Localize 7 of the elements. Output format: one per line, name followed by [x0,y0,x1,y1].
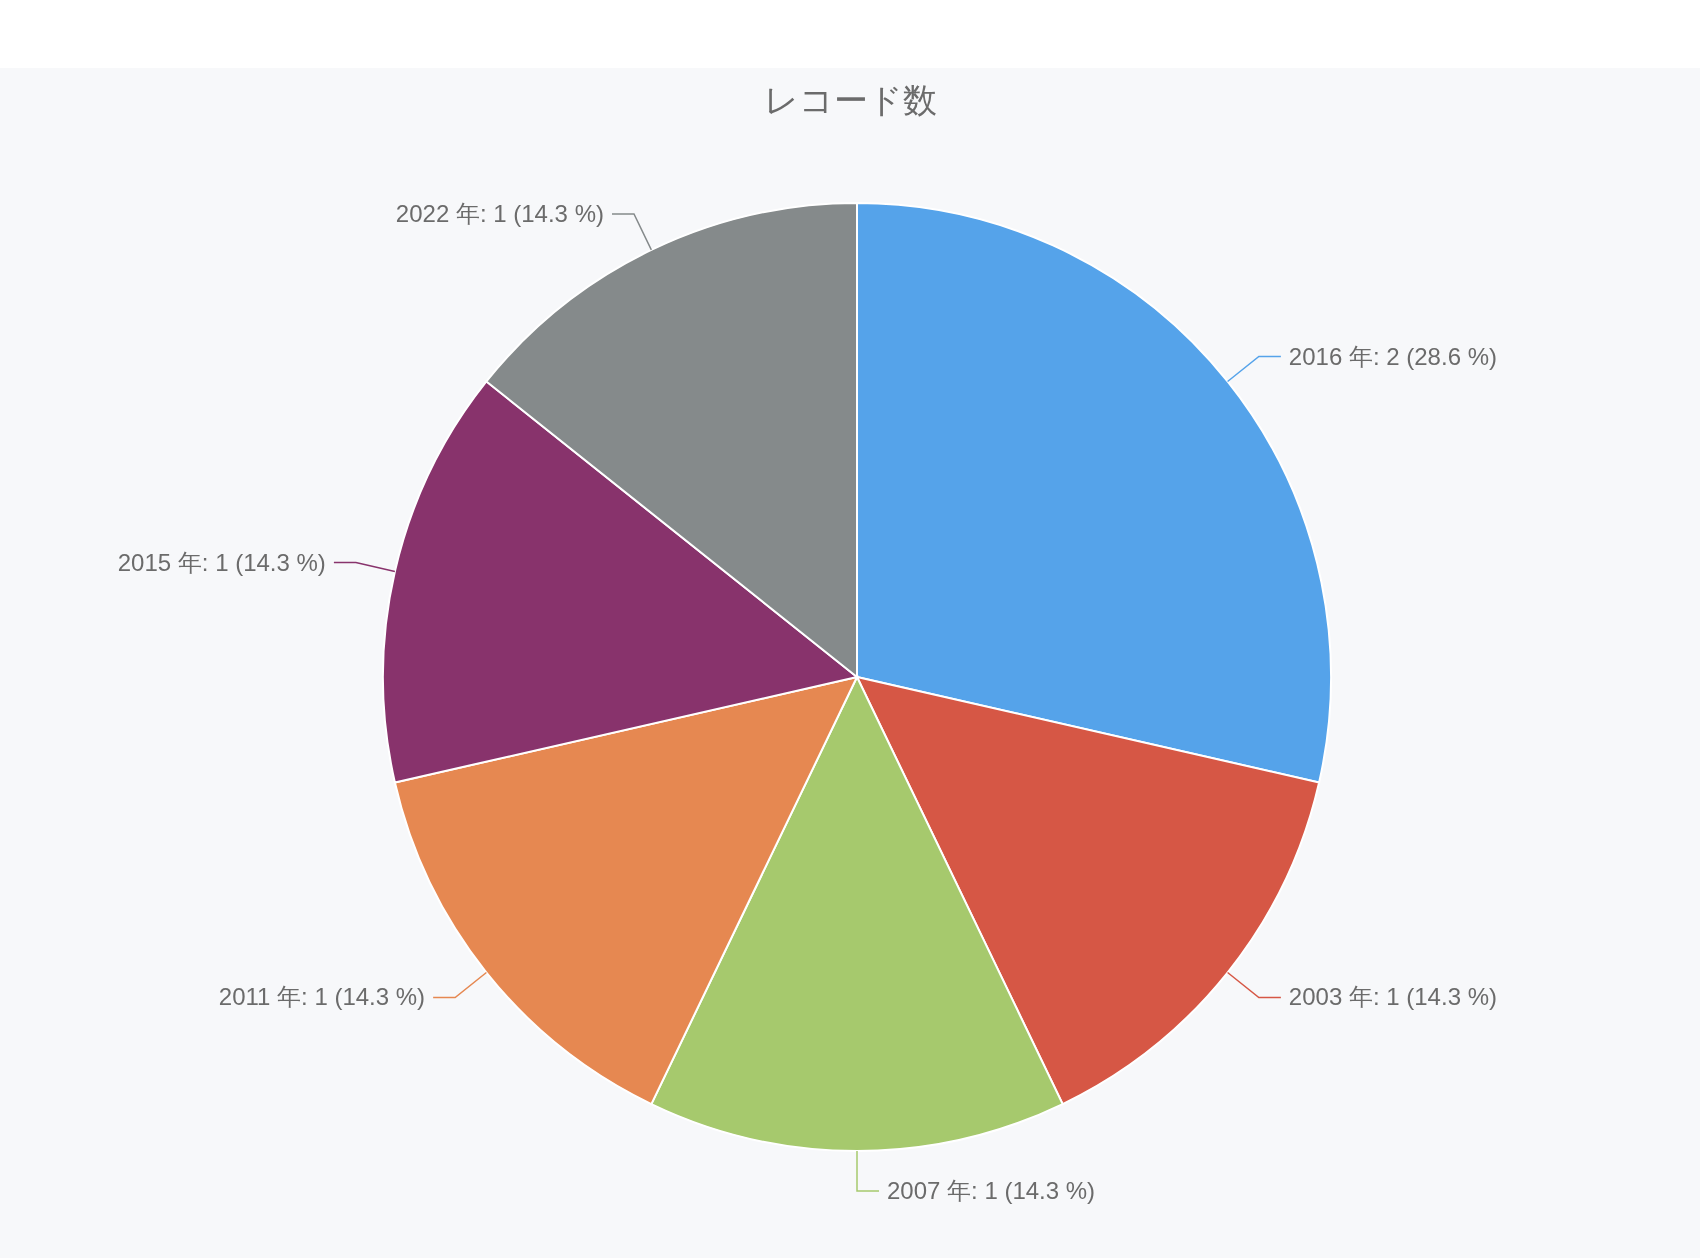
slice-label: 2022 年: 1 (14.3 %) [395,199,604,227]
slice-label: 2003 年: 1 (14.3 %) [1288,983,1497,1011]
chart-title: レコード数 [763,81,937,119]
slice-label: 2015 年: 1 (14.3 %) [117,548,326,576]
slice-label: 2007 年: 1 (14.3 %) [887,1177,1096,1204]
slice-label: 2011 年: 1 (14.3 %) [218,983,426,1011]
slice-label: 2016 年: 2 (28.6 %) [1288,342,1497,370]
